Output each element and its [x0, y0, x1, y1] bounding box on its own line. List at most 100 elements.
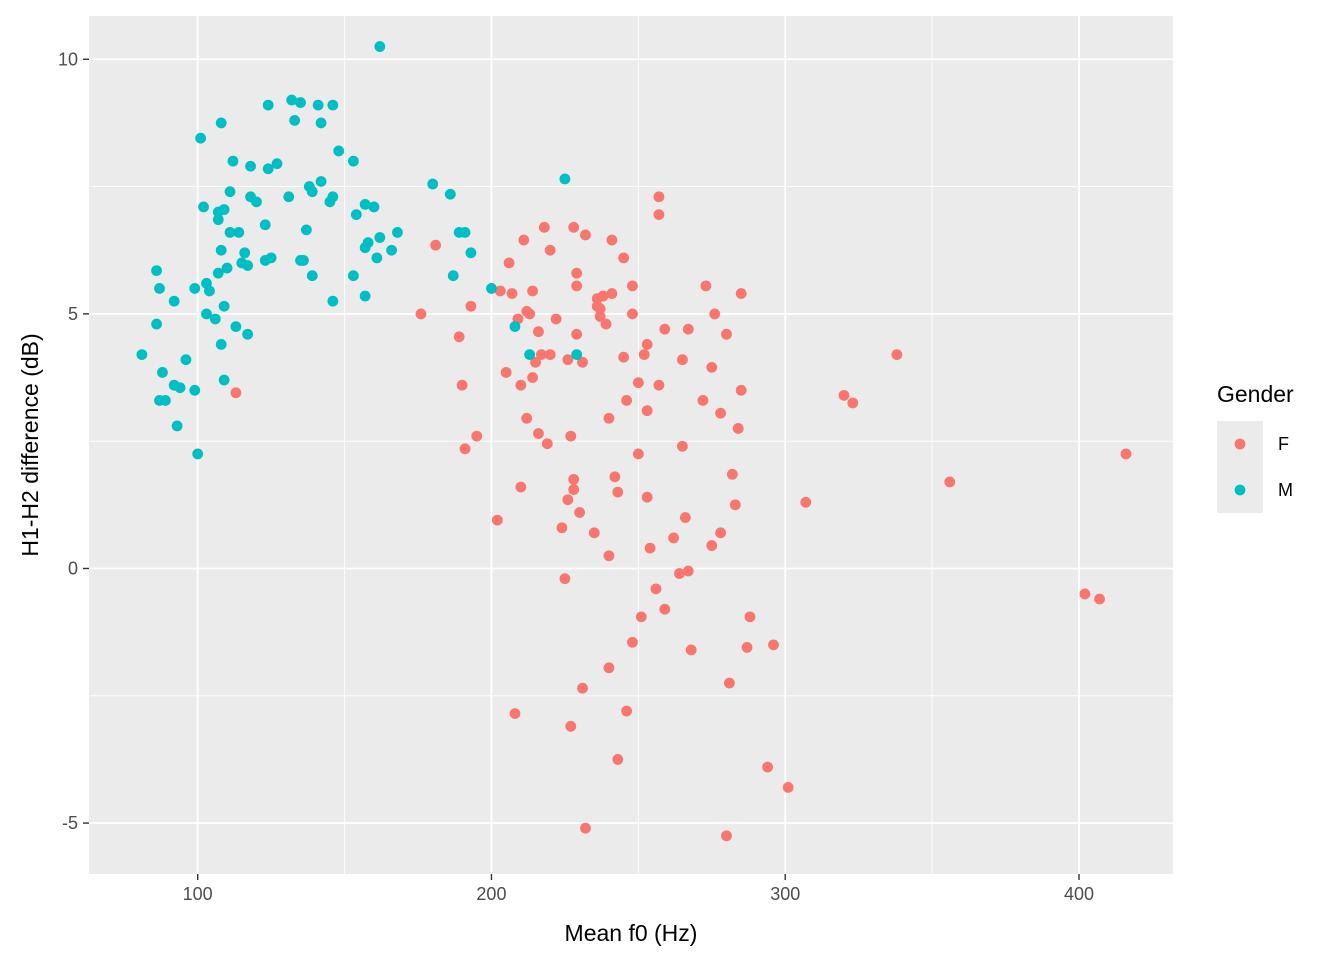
- data-point: [847, 397, 859, 409]
- data-point: [306, 270, 318, 282]
- data-point: [677, 440, 688, 452]
- data-point: [491, 514, 503, 526]
- data-point: [486, 283, 497, 294]
- data-point: [359, 290, 371, 302]
- data-point: [724, 677, 735, 689]
- data-point: [368, 201, 380, 213]
- data-point: [612, 754, 624, 765]
- data-point: [500, 367, 512, 378]
- data-point: [465, 300, 477, 312]
- data-point: [518, 234, 530, 246]
- data-point: [168, 295, 180, 307]
- data-point: [762, 761, 774, 773]
- legend-key-point: [1234, 438, 1246, 450]
- data-point: [159, 395, 171, 406]
- data-point: [198, 201, 209, 213]
- data-point: [677, 354, 688, 366]
- data-point: [333, 145, 345, 157]
- data-point: [536, 349, 547, 361]
- data-point: [283, 191, 295, 203]
- data-point: [550, 313, 562, 325]
- data-point: [600, 318, 612, 330]
- data-point: [556, 522, 568, 534]
- data-point: [891, 349, 903, 361]
- data-point: [527, 285, 538, 297]
- data-point: [327, 99, 339, 111]
- data-point: [327, 191, 339, 203]
- data-point: [800, 496, 812, 508]
- data-point: [215, 339, 227, 350]
- data-point: [700, 280, 712, 292]
- data-point: [515, 379, 527, 391]
- data-point: [224, 186, 236, 198]
- data-point: [262, 99, 274, 111]
- data-point: [597, 290, 609, 302]
- plot-panel: [89, 16, 1173, 874]
- data-point: [568, 473, 580, 485]
- data-point: [659, 323, 671, 335]
- data-point: [527, 372, 538, 383]
- data-point: [706, 540, 718, 551]
- x-axis: 100 200 300 400: [183, 874, 1094, 904]
- x-axis-title: Mean f0 (Hz): [565, 920, 698, 946]
- data-point: [212, 214, 224, 226]
- data-point: [154, 283, 165, 294]
- data-point: [503, 257, 515, 269]
- data-point: [621, 705, 632, 717]
- data-point: [221, 262, 233, 274]
- data-point: [568, 221, 580, 233]
- data-point: [230, 387, 242, 399]
- data-point: [347, 270, 359, 282]
- data-point: [1094, 593, 1105, 605]
- data-point: [306, 186, 318, 198]
- data-point: [371, 252, 383, 264]
- series-m: [136, 41, 583, 460]
- data-point: [632, 448, 644, 460]
- data-point: [444, 188, 456, 200]
- data-point: [603, 412, 615, 424]
- y-tick-label: 5: [68, 304, 78, 324]
- data-point: [312, 99, 324, 111]
- data-point: [577, 682, 588, 694]
- data-point: [603, 550, 615, 562]
- y-axis-title: H1-H2 difference (dB): [17, 333, 43, 556]
- data-point: [509, 708, 521, 720]
- data-point: [768, 639, 779, 651]
- data-point: [674, 568, 685, 579]
- data-point: [627, 636, 638, 648]
- data-points: [136, 41, 1132, 842]
- data-point: [359, 199, 371, 210]
- data-point: [233, 227, 245, 238]
- data-point: [174, 382, 186, 394]
- data-point: [635, 611, 647, 623]
- legend-key-point: [1234, 484, 1246, 496]
- y-tick-label: 10: [58, 49, 78, 69]
- data-point: [374, 41, 386, 52]
- data-point: [682, 565, 694, 577]
- data-point: [571, 328, 583, 340]
- data-point: [212, 267, 224, 279]
- data-point: [721, 328, 732, 340]
- data-point: [641, 491, 653, 503]
- data-point: [533, 428, 544, 439]
- data-point: [735, 384, 747, 396]
- data-point: [286, 94, 298, 106]
- data-point: [151, 318, 162, 330]
- data-point: [641, 339, 653, 350]
- data-point: [251, 196, 262, 208]
- data-point: [653, 191, 665, 203]
- data-point: [559, 573, 571, 585]
- data-point: [157, 367, 168, 378]
- data-point: [239, 247, 251, 259]
- data-point: [838, 389, 850, 401]
- data-point: [571, 349, 583, 361]
- data-point: [430, 239, 442, 251]
- data-point: [653, 209, 665, 220]
- data-point: [456, 379, 468, 391]
- data-point: [650, 583, 662, 595]
- data-point: [1120, 448, 1132, 460]
- data-point: [644, 542, 656, 554]
- data-point: [374, 232, 386, 243]
- data-point: [227, 155, 239, 167]
